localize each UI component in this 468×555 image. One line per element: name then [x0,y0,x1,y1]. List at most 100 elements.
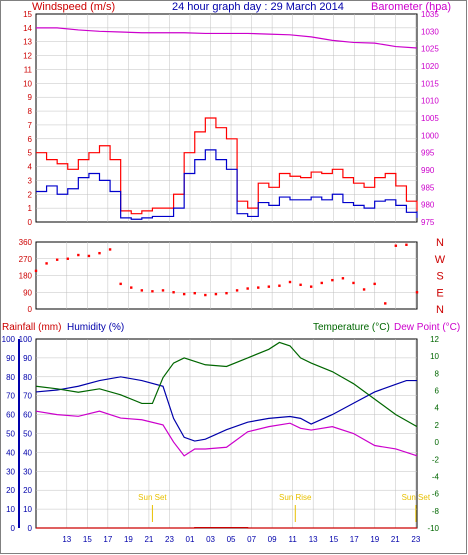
time-tick-label: 17 [350,535,359,544]
direction-point [140,289,144,292]
direction-point [161,289,165,292]
humidity-line [35,376,417,442]
direction-point [98,251,101,255]
wind-tick-label: 1 [28,204,33,213]
direction-point [182,292,186,296]
sun-event-label: Sun Set [138,493,167,502]
barometer-tick-label: 980 [421,201,435,210]
wind-tick-label: 10 [23,79,32,88]
temperature-tick-label: 4 [435,404,440,413]
direction-point [257,286,260,289]
direction-point [87,254,91,258]
direction-point [172,291,175,294]
direction-point [299,283,302,287]
time-tick-label: 15 [83,535,92,544]
temperature-tick-label: -6 [432,490,440,499]
direction-point [119,282,122,286]
barometer-tick-label: 1015 [421,79,439,88]
barometer-tick-label: 1000 [421,131,439,140]
direction-point [77,253,80,257]
rainfall-tick-label: 10 [6,505,15,514]
rainfall-tick-label: 40 [6,448,15,457]
direction-point [405,243,408,246]
wind-tick-label: 2 [28,190,33,199]
sun-event-label: Sun Set [402,493,431,502]
direction-point [373,282,376,286]
compass-label: N [436,237,444,249]
time-tick-label: 09 [268,535,277,544]
direction-point [384,302,387,305]
direction-point [235,289,239,292]
rainfall-title: Rainfall (mm) [2,322,61,333]
wind-tick-label: 3 [28,176,33,185]
wind-tick-label: 8 [28,107,33,116]
direction-point [288,280,292,284]
temperature-tick-label: -8 [432,507,440,516]
time-tick-label: 19 [370,535,379,544]
rainfall-tick-label: 70 [6,392,15,401]
time-tick-label: 03 [206,535,215,544]
direction-tick-label: 360 [19,238,33,247]
temperature-tick-label: 0 [435,438,440,447]
direction-point [204,293,207,297]
wind-tick-label: 13 [23,38,32,47]
direction-point [394,244,398,247]
rainfall-tick-label: 30 [6,467,15,476]
direction-point [415,291,419,294]
compass-label: N [436,304,444,316]
direction-point [341,277,345,280]
humidity-tick-label: 70 [23,392,32,401]
barometer-tick-label: 1020 [421,62,439,71]
time-tick-label: 13 [309,535,318,544]
humidity-tick-label: 90 [23,354,32,363]
time-tick-label: 21 [144,535,153,544]
barometer-tick-label: 1025 [421,45,439,54]
barometer-tick-label: 1035 [421,10,439,19]
direction-point [267,285,271,288]
temperature-tick-label: 8 [435,369,440,378]
direction-point [331,278,334,282]
graph-title: 24 hour graph day : 29 March 2014 [172,1,344,13]
temperature-tick-label: 12 [430,335,439,344]
temperature-tick-label: -4 [432,472,440,481]
compass-label: E [436,287,443,299]
barometer-tick-label: 1010 [421,97,439,106]
rainfall-tick-label: 0 [11,524,16,533]
compass-label: W [435,254,446,266]
direction-point [55,258,59,261]
rainfall-tick-label: 80 [6,373,15,382]
humidity-tick-label: 100 [19,335,33,344]
time-tick-label: 01 [186,535,195,544]
temperature-title: Temperature (°C) [313,322,390,333]
wind-tick-label: 14 [23,24,32,33]
temperature-tick-label: 2 [435,421,440,430]
humidity-title: Humidity (%) [67,322,124,333]
direction-point [362,288,366,291]
time-axis: 13 15 17 19 21 23 01 03 05 07 09 11 13 15 17 19 21 23 [62,535,420,544]
direction-tick-label: 0 [28,305,33,314]
direction-point [130,286,133,289]
temperature-tick-label: -2 [432,455,440,464]
direction-tick-label: 180 [19,272,33,281]
wind-tick-label: 6 [28,135,33,144]
direction-point [225,291,228,295]
time-tick-label: 15 [329,535,338,544]
time-tick-label: 23 [411,535,420,544]
wind-gust-line [36,117,418,215]
direction-point [309,285,313,288]
wind-tick-label: 12 [23,52,32,61]
time-tick-label: 11 [288,535,297,544]
time-tick-label: 05 [227,535,236,544]
wind-tick-label: 4 [28,163,33,172]
compass-label: S [436,271,443,283]
direction-point [214,292,218,296]
time-tick-label: 07 [247,535,256,544]
humidity-tick-label: 40 [23,448,32,457]
barometer-tick-label: 1030 [421,27,439,36]
direction-point [66,257,69,260]
direction-point [320,281,323,285]
rainfall-tick-label: 50 [6,430,15,439]
